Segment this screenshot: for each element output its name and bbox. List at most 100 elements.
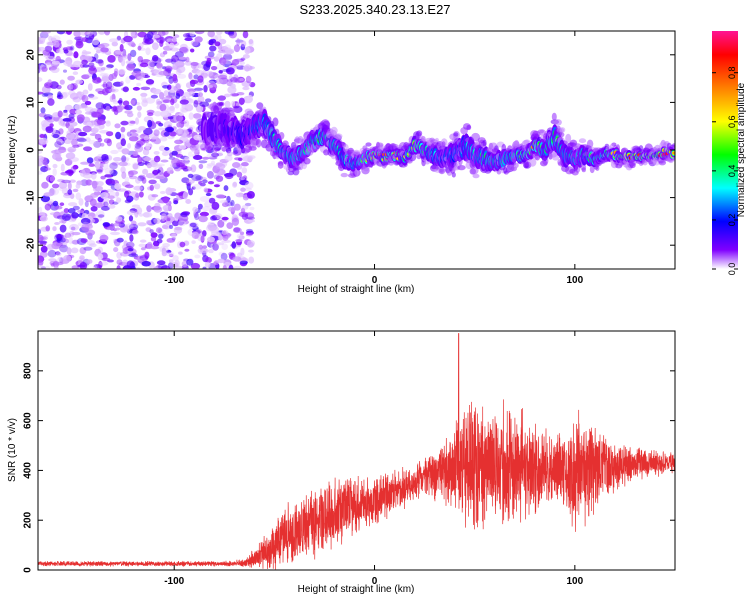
noise-speckle <box>191 147 201 153</box>
noise-speckle <box>241 80 252 87</box>
noise-speckle <box>158 122 164 127</box>
noise-speckle <box>111 99 117 103</box>
noise-speckle <box>129 234 134 242</box>
noise-speckle <box>172 220 180 227</box>
noise-speckle <box>59 202 65 206</box>
noise-speckle <box>84 34 95 40</box>
noise-speckle <box>104 159 109 164</box>
noise-speckle <box>114 123 121 129</box>
noise-speckle <box>71 231 81 236</box>
x-tick-label: -100 <box>164 576 184 587</box>
noise-speckle <box>67 121 78 127</box>
noise-speckle <box>41 85 51 94</box>
noise-speckle <box>153 151 160 155</box>
noise-speckle <box>98 214 105 218</box>
noise-speckle <box>40 236 48 241</box>
noise-speckle <box>128 215 134 222</box>
snr-y-axis-label: SNR (10 * v/v) <box>7 418 18 482</box>
noise-speckle <box>172 74 178 82</box>
x-tick-label: 0 <box>372 576 378 587</box>
noise-speckle <box>88 224 94 229</box>
noise-speckle <box>61 179 71 184</box>
noise-speckle <box>84 100 92 106</box>
ridge-halo <box>365 142 372 147</box>
noise-speckle <box>161 31 169 36</box>
noise-speckle <box>112 105 118 112</box>
noise-speckle <box>56 48 62 54</box>
noise-speckle <box>217 74 228 80</box>
noise-speckle <box>190 262 201 269</box>
noise-speckle <box>197 63 202 69</box>
noise-speckle <box>191 186 196 190</box>
noise-speckle <box>215 194 226 199</box>
noise-speckle <box>182 168 189 172</box>
noise-speckle <box>146 109 155 114</box>
noise-speckle <box>96 169 103 173</box>
noise-speckle <box>123 35 133 43</box>
noise-speckle <box>171 237 176 241</box>
x-tick-label: -100 <box>164 275 184 286</box>
noise-speckle <box>130 31 136 37</box>
noise-speckle <box>205 257 212 264</box>
noise-speckle <box>120 58 126 67</box>
noise-speckle <box>148 60 156 67</box>
ridge-halo <box>434 137 439 143</box>
noise-speckle <box>222 47 233 56</box>
noise-speckle <box>137 156 143 164</box>
noise-speckle <box>62 235 67 242</box>
ridge-halo <box>333 133 343 140</box>
noise-speckle <box>45 225 51 232</box>
ridge-halo <box>354 168 359 177</box>
noise-speckle <box>81 74 90 80</box>
ridge-halo <box>256 102 264 110</box>
noise-speckle <box>200 235 205 243</box>
y-tick-label: 800 <box>23 362 34 379</box>
noise-speckle <box>170 163 177 168</box>
noise-speckle <box>162 99 172 103</box>
noise-speckle <box>135 117 139 125</box>
noise-speckle <box>80 238 88 244</box>
noise-speckle <box>158 233 164 239</box>
noise-speckle <box>150 94 158 99</box>
noise-speckle <box>192 113 202 119</box>
noise-speckle <box>127 143 132 149</box>
noise-speckle <box>189 79 199 85</box>
noise-speckle <box>174 259 180 268</box>
noise-speckle <box>68 202 78 207</box>
noise-speckle <box>187 173 194 178</box>
noise-speckle <box>104 167 114 175</box>
noise-speckle <box>56 31 66 35</box>
noise-speckle <box>82 221 90 228</box>
noise-speckle <box>224 100 231 108</box>
noise-speckle <box>101 257 111 261</box>
noise-speckle <box>82 64 90 68</box>
noise-speckle <box>164 126 175 133</box>
noise-speckle <box>128 223 139 230</box>
colorbar-tick-label: 0.6 <box>727 116 737 129</box>
noise-speckle <box>60 163 65 172</box>
noise-speckle <box>139 239 147 243</box>
noise-speckle <box>241 162 249 167</box>
noise-speckle <box>245 75 252 84</box>
noise-speckle <box>177 220 186 227</box>
noise-speckle <box>194 36 203 43</box>
y-tick-label: -10 <box>26 190 37 205</box>
y-tick-label: 600 <box>23 412 34 429</box>
noise-speckle <box>162 223 172 230</box>
noise-speckle <box>38 206 43 213</box>
noise-speckle <box>52 168 57 177</box>
noise-speckle <box>122 247 129 255</box>
noise-speckle <box>200 70 208 78</box>
noise-speckle <box>202 179 208 184</box>
ridge-halo <box>524 161 530 167</box>
noise-speckle <box>198 215 208 223</box>
noise-speckle <box>193 155 203 160</box>
snr-marks <box>38 333 675 570</box>
noise-speckle <box>118 68 126 75</box>
noise-speckle <box>123 240 128 247</box>
noise-speckle <box>72 96 81 103</box>
noise-speckle <box>54 205 63 210</box>
noise-speckle <box>158 263 168 269</box>
noise-speckle <box>152 42 159 50</box>
noise-speckle <box>69 179 76 183</box>
